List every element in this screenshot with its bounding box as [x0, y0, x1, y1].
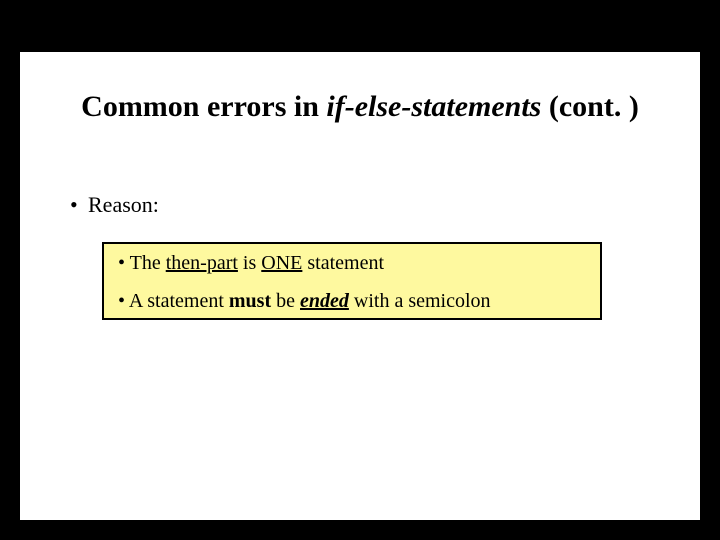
text: A statement: [129, 290, 229, 312]
text: The: [130, 252, 166, 274]
text: statement: [302, 252, 384, 274]
box-line-2: • A statement must be ended with a semic…: [118, 290, 491, 313]
title-post: (cont. ): [541, 90, 638, 123]
must-bold: must: [229, 290, 271, 312]
one-underline: ONE: [261, 252, 302, 274]
text: is: [238, 252, 261, 274]
bullet-icon: •: [118, 252, 130, 274]
then-part-underline: then-part: [166, 252, 238, 274]
title-italic: if-else-statements: [326, 90, 541, 123]
ended-emphasis: ended: [300, 290, 349, 312]
box-line-1: • The then-part is ONE statement: [118, 252, 384, 275]
reason-bullet-row: •Reason:: [70, 192, 159, 218]
text: with a semicolon: [349, 290, 491, 312]
text: be: [271, 290, 300, 312]
bullet-icon: •: [118, 290, 129, 312]
reason-label: Reason:: [88, 192, 159, 217]
callout-box: • The then-part is ONE statement • A sta…: [102, 242, 602, 320]
slide: Common errors in if-else-statements (con…: [20, 52, 700, 520]
title-pre: Common errors in: [81, 90, 326, 123]
bullet-icon: •: [70, 192, 88, 218]
slide-title: Common errors in if-else-statements (con…: [20, 90, 700, 124]
